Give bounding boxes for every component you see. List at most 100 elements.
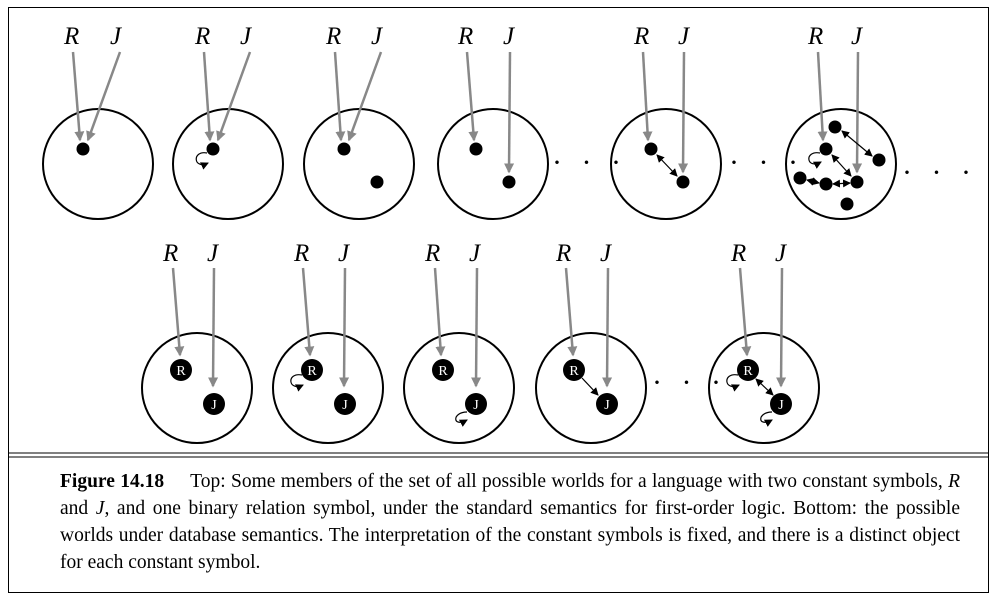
object-j-label: J	[473, 398, 479, 413]
object-dot	[819, 142, 833, 156]
pointer-arrow-j	[339, 267, 350, 388]
caption-text-2: and	[60, 498, 96, 519]
world-bottom-1: R J R J	[141, 240, 253, 444]
figure-caption: Figure 14.18 Top: Some members of the set…	[60, 468, 960, 576]
world-top-3: R J	[303, 23, 415, 220]
ellipsis-top-2: · · ·	[729, 146, 804, 179]
object-dot	[502, 175, 516, 189]
world-top-5: R J	[610, 23, 722, 220]
pointer-arrow-r	[71, 51, 85, 142]
pointer-arrow-r	[171, 267, 185, 357]
world-circle	[172, 108, 284, 220]
relation-arrow	[581, 377, 599, 396]
symbol-j: J	[851, 23, 864, 50]
object-j	[596, 393, 618, 415]
symbol-j: J	[110, 23, 123, 50]
world-circle	[272, 332, 384, 444]
symbol-j: J	[775, 240, 788, 267]
object-dot	[850, 175, 864, 189]
world-circle	[785, 108, 897, 220]
object-dot	[76, 142, 90, 156]
object-dot	[840, 197, 854, 211]
symbol-r: R	[325, 23, 341, 50]
world-circle	[403, 332, 515, 444]
object-dot	[819, 177, 833, 191]
world-circle	[42, 108, 154, 220]
object-j-label: J	[604, 398, 610, 413]
caption-text-3: , and one binary relation symbol, under …	[60, 498, 961, 573]
symbol-j: J	[503, 23, 516, 50]
symbol-r: R	[457, 23, 473, 50]
world-circle	[437, 108, 549, 220]
symbol-j: J	[600, 240, 613, 267]
world-bottom-4: R J R J	[535, 240, 647, 444]
symbol-j: J	[371, 23, 384, 50]
pointer-arrow-j	[86, 51, 122, 142]
self-loop	[760, 411, 773, 427]
world-circle	[141, 332, 253, 444]
symbol-j: J	[338, 240, 351, 267]
object-r	[563, 359, 585, 381]
caption-symbol-j: J	[95, 498, 105, 519]
object-r-label: R	[743, 364, 753, 379]
object-dot	[828, 120, 842, 134]
symbol-r: R	[424, 240, 440, 267]
object-r	[301, 359, 323, 381]
pointer-arrow-j	[776, 267, 787, 388]
world-bottom-2: R J R J	[272, 240, 384, 444]
double-arrow	[755, 378, 774, 396]
object-r-label: R	[307, 364, 317, 379]
object-j	[770, 393, 792, 415]
symbol-r: R	[293, 240, 309, 267]
object-dot	[370, 175, 384, 189]
double-arrow	[841, 130, 873, 157]
object-dot	[469, 142, 483, 156]
self-loop	[455, 411, 468, 427]
double-arrow	[832, 179, 851, 188]
world-top-1: R J	[42, 23, 154, 220]
symbol-j: J	[207, 240, 220, 267]
symbol-r: R	[730, 240, 746, 267]
pointer-arrow-j	[678, 51, 689, 174]
figure-label: Figure 14.18	[60, 471, 165, 492]
object-r	[737, 359, 759, 381]
ellipsis-top-3: · · ·	[902, 156, 977, 189]
pointer-arrow-j	[216, 51, 252, 142]
world-circle	[303, 108, 415, 220]
pointer-arrow-r	[641, 51, 653, 142]
symbol-r: R	[807, 23, 823, 50]
pointer-arrow-r	[333, 51, 346, 142]
symbol-j: J	[678, 23, 691, 50]
object-j	[334, 393, 356, 415]
pointer-arrow-r	[738, 267, 752, 357]
object-j-label: J	[342, 398, 348, 413]
pointer-arrow-r	[564, 267, 578, 357]
ellipsis-bottom: · · ·	[652, 366, 727, 399]
self-loop	[195, 152, 209, 170]
pointer-arrow-r	[202, 51, 215, 142]
object-dot	[872, 153, 886, 167]
object-dot	[793, 171, 807, 185]
object-r-label: R	[569, 364, 579, 379]
object-r	[170, 359, 192, 381]
double-arrow	[806, 177, 820, 186]
symbol-j: J	[469, 240, 482, 267]
world-bottom-3: R J R J	[403, 240, 515, 444]
double-arrow	[831, 154, 852, 177]
pointer-arrow-j	[504, 51, 515, 174]
object-j-label: J	[778, 398, 784, 413]
symbol-r: R	[63, 23, 79, 50]
pointer-arrow-j	[208, 267, 219, 388]
caption-symbol-r: R	[948, 471, 961, 492]
object-r-label: R	[438, 364, 448, 379]
object-j-label: J	[211, 398, 217, 413]
object-r-label: R	[176, 364, 186, 379]
world-top-4: R J	[437, 23, 549, 220]
symbol-r: R	[162, 240, 178, 267]
pointer-arrow-j	[602, 267, 613, 388]
object-j	[203, 393, 225, 415]
pointer-arrow-j	[852, 51, 863, 174]
pointer-arrow-r	[301, 267, 315, 357]
self-loop	[808, 152, 822, 169]
self-loop	[290, 374, 304, 392]
